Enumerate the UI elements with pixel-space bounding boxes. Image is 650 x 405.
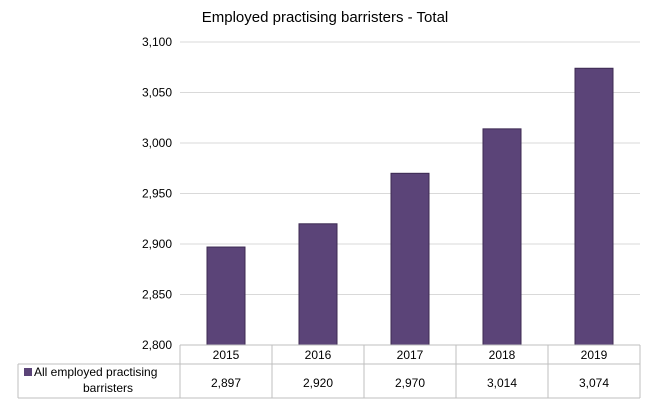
y-tick-label: 2,950 bbox=[142, 187, 172, 201]
value-label: 2,970 bbox=[395, 376, 425, 390]
y-tick-label: 2,850 bbox=[142, 288, 172, 302]
bar-2019 bbox=[574, 67, 614, 346]
legend-label: All employed practising bbox=[34, 365, 157, 379]
y-tick-label: 2,800 bbox=[142, 338, 172, 352]
value-label: 3,014 bbox=[487, 376, 517, 390]
y-tick-label: 3,050 bbox=[142, 86, 172, 100]
y-tick-label: 2,900 bbox=[142, 237, 172, 251]
category-label: 2017 bbox=[397, 348, 424, 362]
value-label: 3,074 bbox=[579, 376, 609, 390]
data-table: 2015 2,897 2016 2,920 2017 2,970 2018 3,014 2019… bbox=[17, 344, 641, 399]
category-label: 2018 bbox=[489, 348, 516, 362]
category-label: 2016 bbox=[305, 348, 332, 362]
bar-2017 bbox=[390, 172, 430, 346]
legend-swatch bbox=[24, 368, 32, 376]
bars bbox=[206, 67, 614, 346]
y-tick-label: 3,100 bbox=[142, 35, 172, 49]
category-label: 2015 bbox=[213, 348, 240, 362]
y-axis-tick-labels: 2,800 2,850 2,900 2,950 3,000 3,050 3,100 bbox=[142, 35, 172, 352]
chart-title: Employed practising barristers - Total bbox=[202, 9, 449, 26]
y-tick-label: 3,000 bbox=[142, 136, 172, 150]
value-label: 2,920 bbox=[303, 376, 333, 390]
bar-2018 bbox=[482, 128, 522, 346]
category-label: 2019 bbox=[581, 348, 608, 362]
legend-label: barristers bbox=[83, 381, 133, 395]
bar-2016 bbox=[298, 223, 338, 346]
value-label: 2,897 bbox=[211, 376, 241, 390]
bar-2015 bbox=[206, 246, 246, 346]
